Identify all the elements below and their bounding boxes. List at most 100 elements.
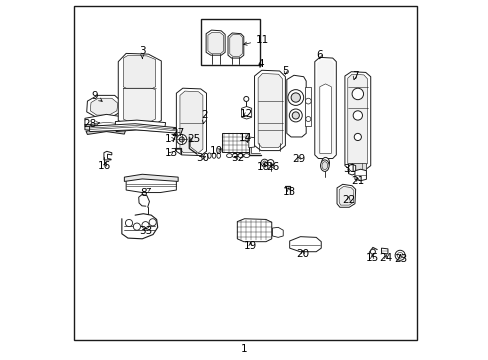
Text: 26: 26: [265, 162, 279, 172]
Polygon shape: [229, 35, 242, 56]
Ellipse shape: [321, 157, 329, 168]
Ellipse shape: [244, 154, 249, 158]
Polygon shape: [241, 107, 251, 119]
Polygon shape: [381, 248, 387, 254]
Bar: [201, 19, 259, 65]
Polygon shape: [305, 87, 310, 126]
Polygon shape: [116, 125, 164, 132]
Text: 10: 10: [209, 146, 222, 156]
Polygon shape: [286, 75, 305, 137]
Circle shape: [290, 93, 300, 102]
Polygon shape: [319, 84, 330, 153]
Ellipse shape: [232, 154, 238, 158]
Text: 29: 29: [292, 154, 305, 164]
Circle shape: [289, 109, 302, 122]
Text: 18: 18: [256, 162, 269, 172]
Polygon shape: [85, 114, 125, 127]
Text: 21: 21: [351, 176, 364, 186]
Polygon shape: [347, 74, 367, 167]
Polygon shape: [254, 70, 285, 150]
Circle shape: [142, 222, 149, 229]
Polygon shape: [258, 73, 282, 148]
Polygon shape: [248, 137, 254, 148]
Circle shape: [394, 250, 405, 260]
Text: 2: 2: [202, 111, 208, 124]
Polygon shape: [115, 120, 165, 127]
Polygon shape: [123, 88, 155, 121]
Polygon shape: [317, 59, 333, 156]
Polygon shape: [90, 98, 118, 115]
Text: 20: 20: [296, 249, 309, 259]
Text: 25: 25: [187, 134, 201, 144]
Polygon shape: [124, 174, 178, 181]
Polygon shape: [344, 72, 370, 170]
Ellipse shape: [320, 160, 328, 171]
Ellipse shape: [207, 153, 211, 158]
Text: 14: 14: [239, 133, 252, 143]
Text: 31: 31: [342, 164, 355, 174]
Polygon shape: [104, 151, 112, 160]
Circle shape: [133, 223, 140, 230]
Text: 28: 28: [83, 120, 100, 129]
Ellipse shape: [217, 153, 220, 158]
Text: 11: 11: [243, 35, 269, 45]
Polygon shape: [123, 55, 155, 89]
Text: 24: 24: [379, 253, 392, 263]
Text: 23: 23: [393, 254, 407, 264]
Text: 16: 16: [98, 161, 111, 171]
Polygon shape: [339, 186, 353, 205]
Polygon shape: [85, 124, 125, 131]
Circle shape: [176, 134, 186, 144]
Ellipse shape: [238, 154, 244, 158]
Polygon shape: [289, 237, 321, 252]
Polygon shape: [206, 30, 224, 55]
Text: 4: 4: [257, 59, 264, 69]
Circle shape: [352, 111, 362, 120]
Ellipse shape: [212, 153, 215, 158]
Polygon shape: [272, 227, 283, 237]
Polygon shape: [86, 128, 125, 134]
Polygon shape: [227, 33, 244, 58]
Polygon shape: [207, 32, 223, 54]
Polygon shape: [176, 88, 206, 156]
Circle shape: [369, 249, 375, 254]
Text: 12: 12: [240, 109, 253, 119]
Circle shape: [287, 90, 303, 105]
Text: 30: 30: [196, 153, 209, 163]
Polygon shape: [180, 91, 203, 153]
Text: 22: 22: [341, 195, 354, 205]
Polygon shape: [89, 124, 180, 134]
Text: 15: 15: [365, 253, 378, 263]
Text: 9: 9: [91, 91, 102, 102]
Text: 32: 32: [230, 153, 244, 163]
Polygon shape: [348, 164, 355, 175]
Circle shape: [125, 220, 132, 226]
Ellipse shape: [226, 154, 232, 158]
Bar: [221, 133, 248, 152]
Text: 5: 5: [282, 66, 288, 76]
Circle shape: [179, 137, 184, 142]
Circle shape: [244, 96, 248, 102]
Text: 13: 13: [282, 187, 295, 197]
Circle shape: [305, 98, 310, 104]
Text: 7: 7: [351, 71, 358, 81]
Polygon shape: [347, 163, 366, 170]
Text: 13: 13: [164, 148, 178, 158]
Circle shape: [292, 112, 299, 119]
Circle shape: [351, 88, 363, 100]
Text: 33: 33: [139, 226, 152, 236]
Text: 1: 1: [241, 343, 247, 354]
Polygon shape: [118, 53, 161, 125]
Text: 3: 3: [139, 46, 145, 59]
Polygon shape: [354, 169, 366, 181]
Polygon shape: [237, 219, 271, 242]
Text: 6: 6: [316, 50, 323, 60]
Circle shape: [261, 159, 267, 166]
Circle shape: [353, 134, 361, 140]
Text: 27: 27: [171, 129, 184, 138]
Polygon shape: [336, 184, 355, 207]
Circle shape: [262, 161, 266, 165]
Text: 8: 8: [140, 188, 150, 198]
Text: 19: 19: [244, 241, 257, 251]
Circle shape: [305, 117, 310, 122]
